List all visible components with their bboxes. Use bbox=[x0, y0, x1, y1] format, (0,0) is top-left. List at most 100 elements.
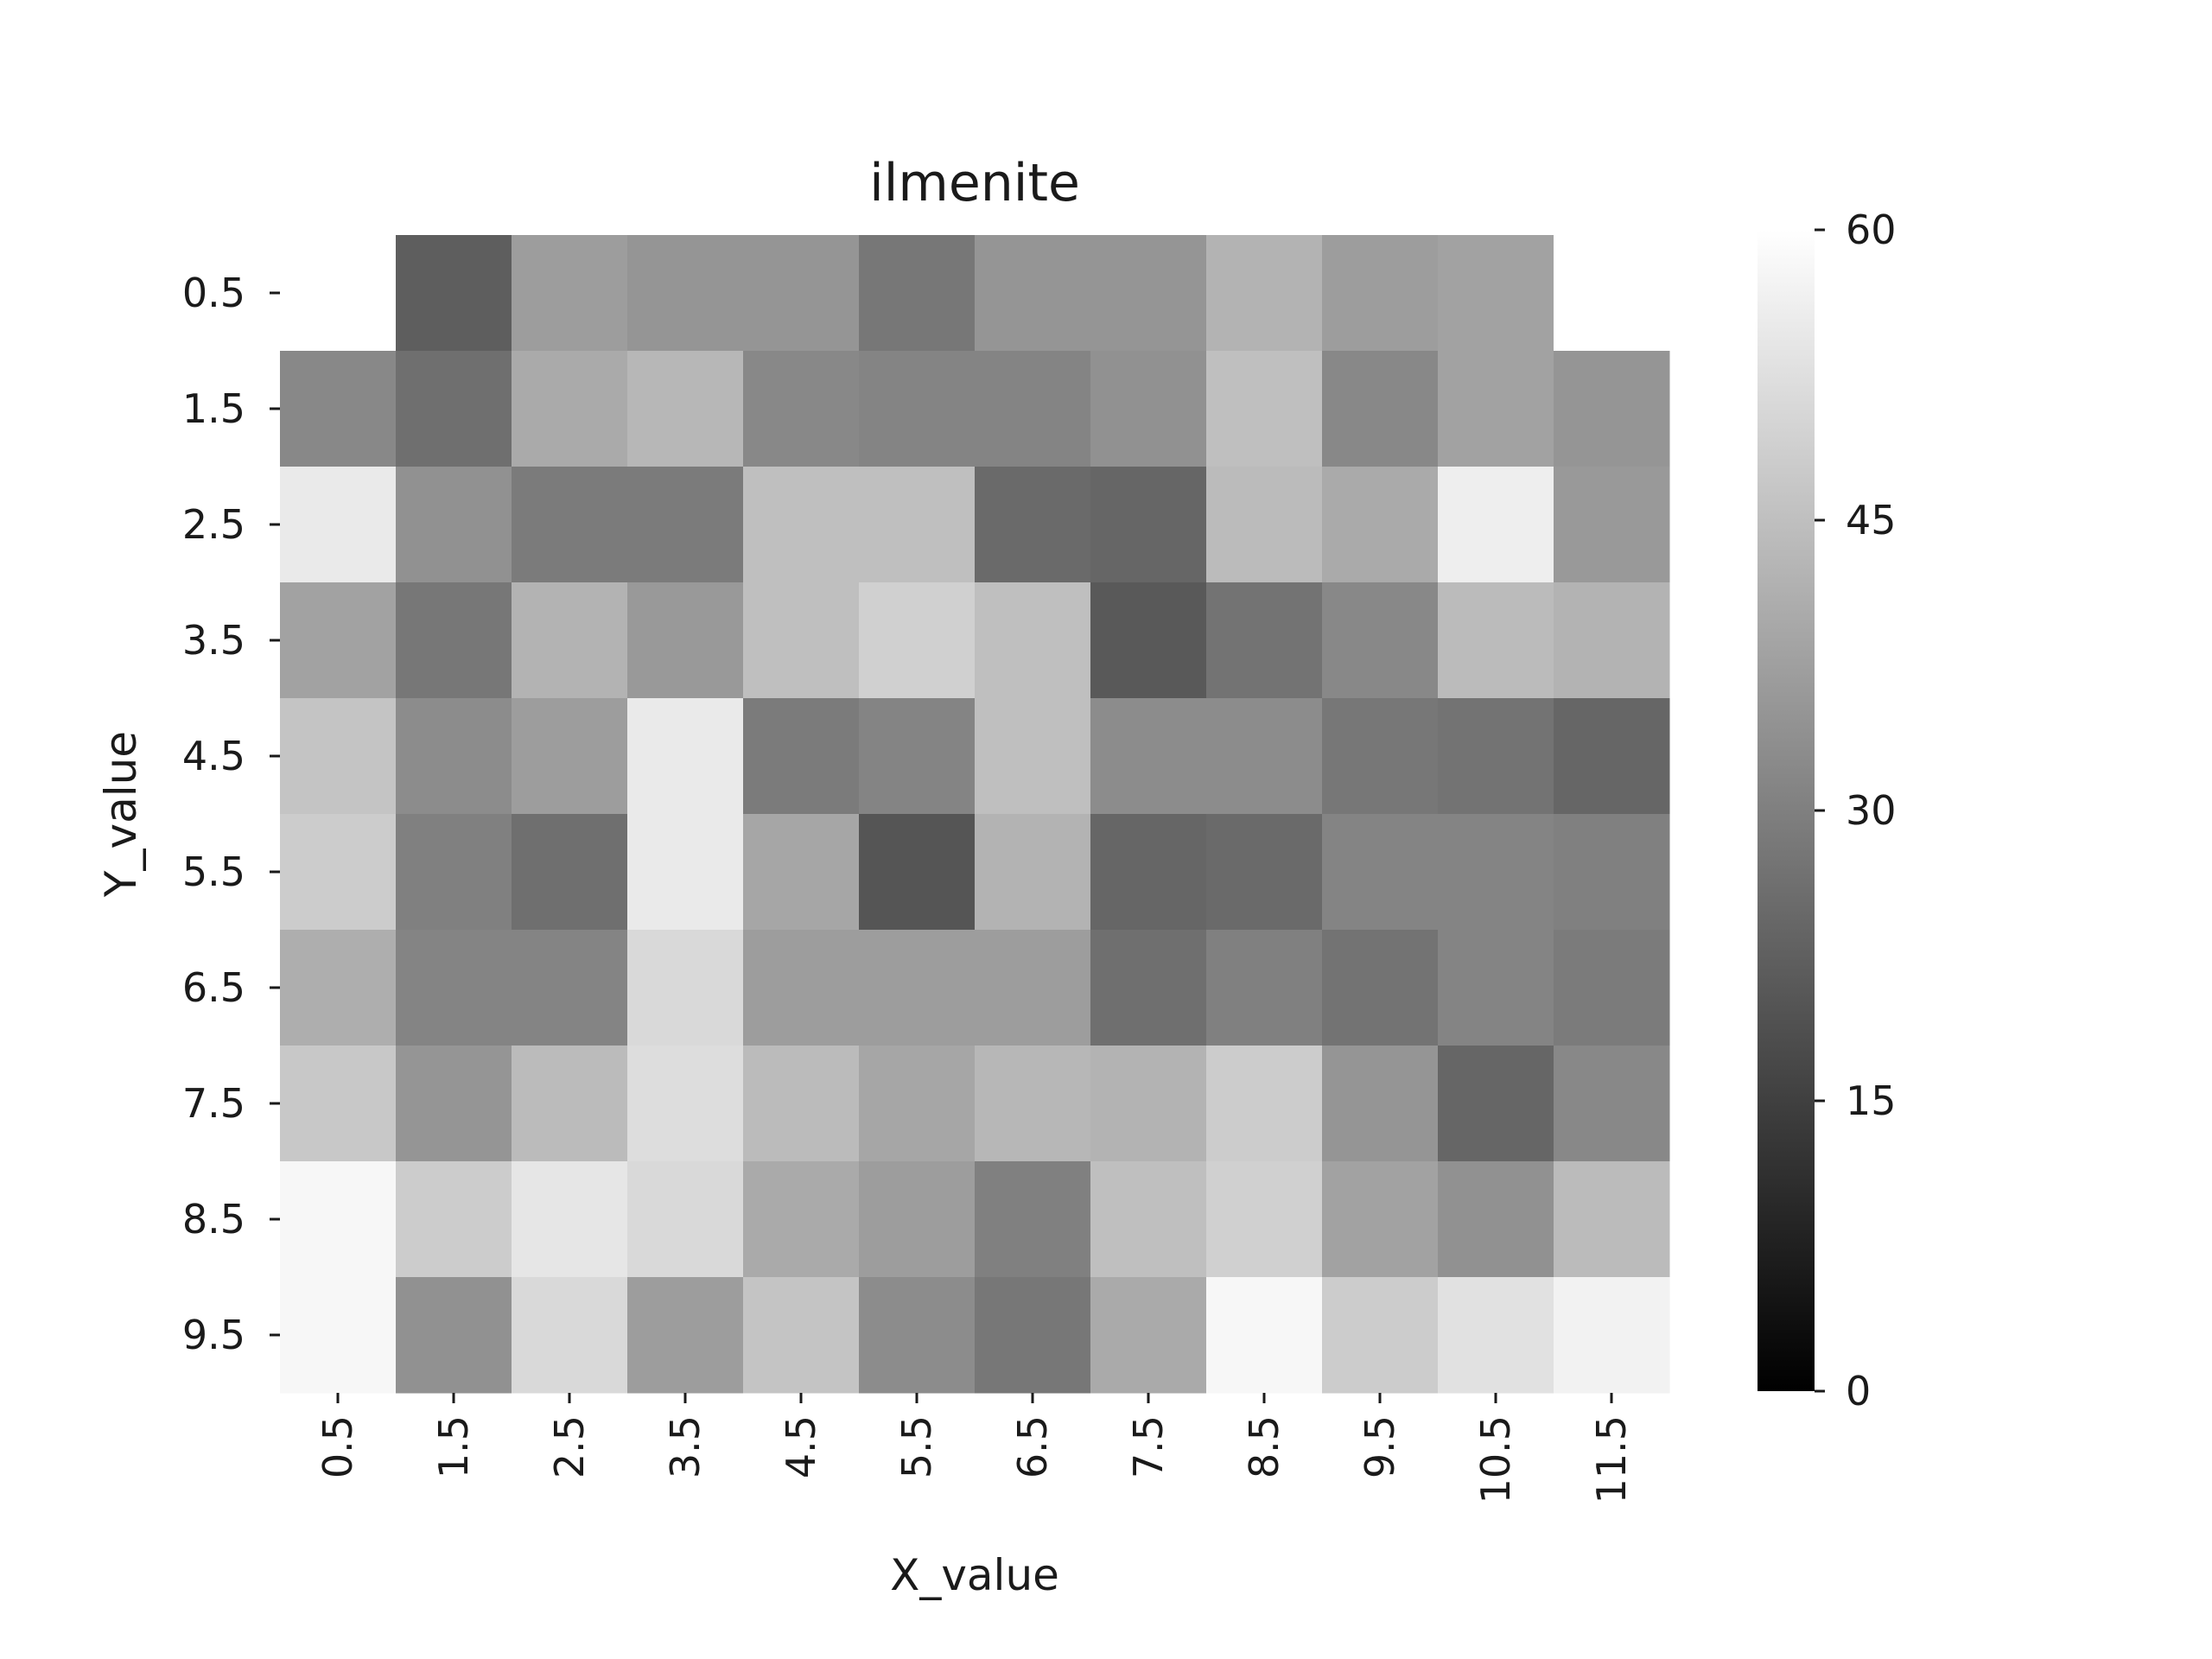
heatmap-cell bbox=[1090, 582, 1207, 699]
heatmap-cell bbox=[1322, 1161, 1439, 1278]
heatmap-cell bbox=[1322, 698, 1439, 815]
heatmap-cell bbox=[1322, 1277, 1439, 1394]
heatmap-cell bbox=[859, 1277, 976, 1394]
y-tick-label: 7.5 bbox=[182, 1080, 245, 1127]
heatmap-cell bbox=[627, 698, 744, 815]
heatmap-cell bbox=[1206, 814, 1323, 931]
colorbar-tick-label: 45 bbox=[1846, 497, 1897, 543]
heatmap-cell bbox=[859, 351, 976, 467]
x-tick-label: 9.5 bbox=[1357, 1415, 1403, 1478]
x-axis-label: X_value bbox=[890, 1550, 1059, 1600]
heatmap-cell bbox=[280, 235, 397, 352]
y-tick-label: 2.5 bbox=[182, 501, 245, 548]
heatmap-cell bbox=[627, 235, 744, 352]
heatmap-cell bbox=[1206, 351, 1323, 467]
heatmap-cell bbox=[1438, 698, 1554, 815]
heatmap-cell bbox=[1322, 351, 1439, 467]
heatmap-cell bbox=[512, 814, 628, 931]
heatmap-cell bbox=[1090, 467, 1207, 583]
heatmap-cell bbox=[859, 930, 976, 1046]
x-tick-label: 7.5 bbox=[1125, 1415, 1172, 1478]
heatmap-cell bbox=[280, 582, 397, 699]
heatmap-cell bbox=[1438, 814, 1554, 931]
x-tick-label: 2.5 bbox=[546, 1415, 593, 1478]
x-tick-label: 10.5 bbox=[1472, 1415, 1519, 1503]
heatmap-cell bbox=[280, 814, 397, 931]
heatmap-cell bbox=[743, 814, 860, 931]
heatmap-cell bbox=[1090, 1277, 1207, 1394]
heatmap-cell bbox=[512, 1161, 628, 1278]
heatmap-cell bbox=[975, 582, 1091, 699]
x-tick-label: 6.5 bbox=[1009, 1415, 1056, 1478]
heatmap-cell bbox=[1438, 930, 1554, 1046]
heatmap-cell bbox=[627, 467, 744, 583]
heatmap-cell bbox=[743, 1046, 860, 1162]
heatmap-cell bbox=[627, 351, 744, 467]
heatmap-cell bbox=[859, 698, 976, 815]
heatmap-cell bbox=[512, 1046, 628, 1162]
colorbar-ticks: 0 15 30 45 60 bbox=[1815, 207, 1897, 1414]
heatmap-cell bbox=[396, 1277, 512, 1394]
heatmap-cell bbox=[396, 467, 512, 583]
heatmap-cell bbox=[1554, 814, 1670, 931]
heatmap-cell bbox=[1438, 1046, 1554, 1162]
y-tick-label: 4.5 bbox=[182, 733, 245, 779]
heatmap-cell bbox=[396, 698, 512, 815]
heatmap-cell bbox=[1322, 467, 1439, 583]
colorbar-tick-label: 0 bbox=[1846, 1368, 1871, 1414]
heatmap-cell bbox=[1438, 467, 1554, 583]
heatmap-cell bbox=[512, 582, 628, 699]
x-tick-label: 3.5 bbox=[662, 1415, 709, 1478]
heatmap-cell bbox=[1206, 930, 1323, 1046]
y-tick-label: 9.5 bbox=[182, 1312, 245, 1358]
heatmap-cell bbox=[280, 698, 397, 815]
heatmap-cell bbox=[1438, 1161, 1554, 1278]
colorbar bbox=[1758, 230, 1815, 1391]
y-tick-label: 8.5 bbox=[182, 1196, 245, 1243]
chart-title: ilmenite bbox=[869, 153, 1080, 213]
x-tick-label: 11.5 bbox=[1588, 1415, 1635, 1503]
heatmap-cell bbox=[1438, 582, 1554, 699]
heatmap-cell bbox=[975, 814, 1091, 931]
heatmap-cell bbox=[743, 235, 860, 352]
y-tick-label: 6.5 bbox=[182, 964, 245, 1011]
heatmap-cell bbox=[512, 698, 628, 815]
heatmap-cell bbox=[512, 467, 628, 583]
heatmap-cell bbox=[859, 235, 976, 352]
heatmap-cell bbox=[743, 467, 860, 583]
heatmap-cell bbox=[1206, 467, 1323, 583]
heatmap-cell bbox=[1554, 1046, 1670, 1162]
y-tick-label: 1.5 bbox=[182, 385, 245, 432]
heatmap-cell bbox=[859, 467, 976, 583]
heatmap-cell bbox=[1206, 582, 1323, 699]
heatmap-cell bbox=[396, 814, 512, 931]
heatmap-cell bbox=[975, 1277, 1091, 1394]
heatmap-cell bbox=[859, 1161, 976, 1278]
heatmap-cell bbox=[743, 582, 860, 699]
heatmap-cell bbox=[280, 1277, 397, 1394]
heatmap-cell bbox=[1554, 698, 1670, 815]
heatmap-cell bbox=[280, 930, 397, 1046]
heatmap-cell bbox=[1554, 930, 1670, 1046]
heatmap-cell bbox=[627, 930, 744, 1046]
x-axis-ticks: 0.5 1.5 2.5 3.5 4.5 5.5 6.5 7.5 8.5 9.5 10.5 11.5 bbox=[315, 1393, 1635, 1503]
y-axis-label: Y_value bbox=[96, 731, 146, 898]
heatmap-cell bbox=[743, 1277, 860, 1394]
heatmap-cell bbox=[975, 930, 1091, 1046]
heatmap-cell bbox=[743, 1161, 860, 1278]
heatmap-cell bbox=[1206, 235, 1323, 352]
heatmap-cell bbox=[512, 930, 628, 1046]
heatmap-cell bbox=[396, 582, 512, 699]
heatmap-cell bbox=[1554, 1277, 1670, 1394]
heatmap-cell bbox=[627, 1161, 744, 1278]
heatmap-cell bbox=[512, 351, 628, 467]
colorbar-tick-label: 15 bbox=[1846, 1077, 1897, 1124]
x-tick-label: 0.5 bbox=[315, 1415, 361, 1478]
heatmap-cell bbox=[627, 1046, 744, 1162]
heatmap-cell bbox=[512, 1277, 628, 1394]
x-tick-label: 8.5 bbox=[1241, 1415, 1287, 1478]
heatmap-cell bbox=[512, 235, 628, 352]
y-tick-label: 0.5 bbox=[182, 270, 245, 316]
heatmap-cell bbox=[1090, 235, 1207, 352]
heatmap-cell bbox=[975, 1161, 1091, 1278]
